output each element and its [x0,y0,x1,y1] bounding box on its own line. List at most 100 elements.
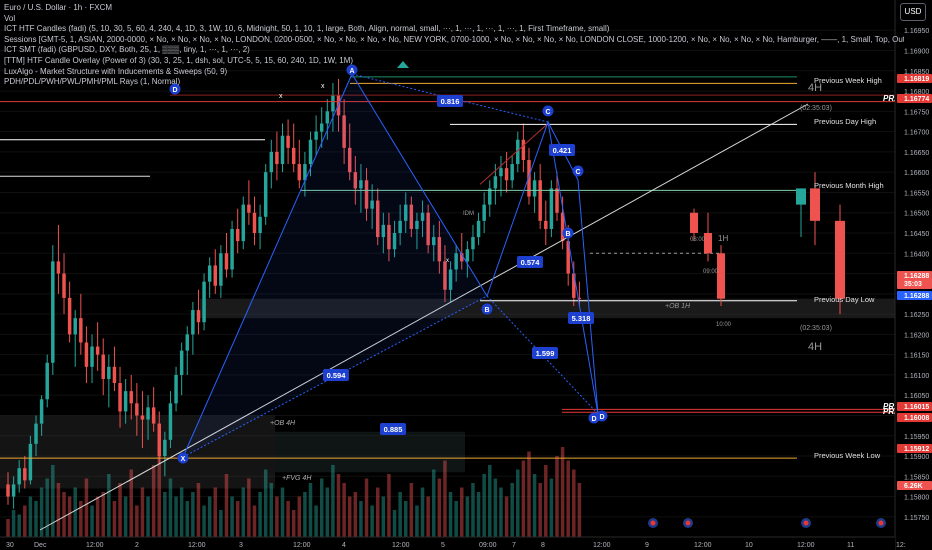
time-tick: 12:00 [694,542,712,549]
candle-body [426,212,430,246]
indicator-rays[interactable]: PDH/PDL/PWH/PWL/PMH/PML Rays (1, Normal) [4,77,181,87]
point-d-left: D [172,87,177,94]
price-tick: 1.16600 [904,170,929,177]
volume-bars [6,438,582,537]
volume-bar [303,492,307,537]
volume-bar [207,496,212,537]
point-d2-marker [596,410,608,422]
candle-body [51,261,55,363]
volume-bar [6,519,10,537]
candle-body [241,204,246,242]
volume-bar [471,483,475,537]
ratio-box [323,369,349,381]
candle-body [465,249,470,262]
symbol-title[interactable]: Euro / U.S. Dollar · 1h · FXCM [4,3,113,12]
candle-body [207,265,212,282]
volume-bar [448,492,453,537]
candle-body [432,237,436,246]
volume-bar [202,505,206,537]
candle-body [308,139,313,165]
volume-bar [336,474,341,537]
htf-1h-body [717,273,725,299]
volume-bar [314,505,318,537]
volume-bar [359,501,363,537]
volume-bar [79,501,83,537]
annotation-label: +FVG 4H [282,475,312,482]
price-tick: 1.16450 [904,231,929,238]
candle-body [482,204,486,221]
candle-body [263,172,268,217]
price-tick: 1.16750 [904,109,929,116]
volume-bar [488,465,492,537]
volume-bar [151,465,156,537]
candle-body [252,212,257,234]
volume-bar [84,478,89,537]
point-b-marker [481,303,493,315]
volume-bar [17,514,21,537]
price-badge [897,271,932,289]
volume-bar [90,505,94,537]
volume-bar [252,505,257,537]
candle-body [151,407,156,424]
candle-body [224,253,229,270]
volume-bar [286,501,290,537]
price-tick: 1.16500 [904,211,929,218]
volume-bar [342,483,346,537]
volume-bar [174,496,178,537]
candle-body [342,115,346,148]
candle-body [168,403,173,440]
candle-body [73,318,77,335]
indicator-sessions[interactable]: Sessions [GMT-5, 1, ASIAN, 2000-0000, × … [4,34,904,44]
candle-body [504,168,509,181]
time-tick: 30 [6,542,14,549]
price-badge-label: 1.16288 [904,273,929,280]
candle-body [577,297,582,299]
candle-body [163,439,167,457]
volume-bar [95,496,100,537]
indicator-vol[interactable]: Vol [4,13,16,23]
indicator-smt[interactable]: ICT SMT (fadi) (GBPUSD, DXY, Both, 25, 1… [4,45,250,55]
time-tick: 12:00 [293,542,311,549]
point-a: A [349,68,354,75]
volume-bar [319,478,324,537]
volume-bar [39,487,44,537]
volume-bar [437,478,442,537]
time-tick: 2 [135,542,139,549]
volume-bar [230,496,234,537]
candle-body [107,366,111,379]
annotation-label: 4H [808,82,822,94]
candle-body [269,151,274,173]
prz-label: PRZ [883,407,900,416]
htf-4h-body [835,220,845,299]
price-badge-label: 1.15912 [904,446,929,453]
indicator-ttm[interactable]: [TTM] HTF Candle Overlay (Power of 3) (3… [4,55,354,65]
time-tick: 10 [745,542,753,549]
candle-body [420,212,425,221]
zones [0,298,895,489]
indicator-htf-candles[interactable]: ICT HTF Candles (fadi) (5, 10, 30, 5, 60… [4,24,610,34]
indicator-luxalgo[interactable]: LuxAlgo - Market Structure with Induceme… [4,66,228,76]
point-b: B [484,307,489,314]
volume-bar [325,487,330,537]
volume-bar [409,483,414,537]
time-tick: 12:00 [86,542,104,549]
currency-button[interactable]: USD [900,3,926,21]
candle-body [409,204,414,229]
candle-body [247,204,251,213]
volume-bar [146,496,150,537]
volume-bar [375,487,380,537]
volume-bar [140,487,145,537]
volume-bar [291,510,296,537]
candle-body [213,265,218,286]
triangle-marker [397,61,409,68]
time-tick: 3 [239,542,243,549]
time-tick: 09:00 [479,542,497,549]
candle-body [146,407,150,420]
candle-body [202,281,206,323]
volume-bar [28,496,33,537]
candle-body [118,383,122,412]
volume-bar [269,483,274,537]
candle-body [404,204,408,221]
